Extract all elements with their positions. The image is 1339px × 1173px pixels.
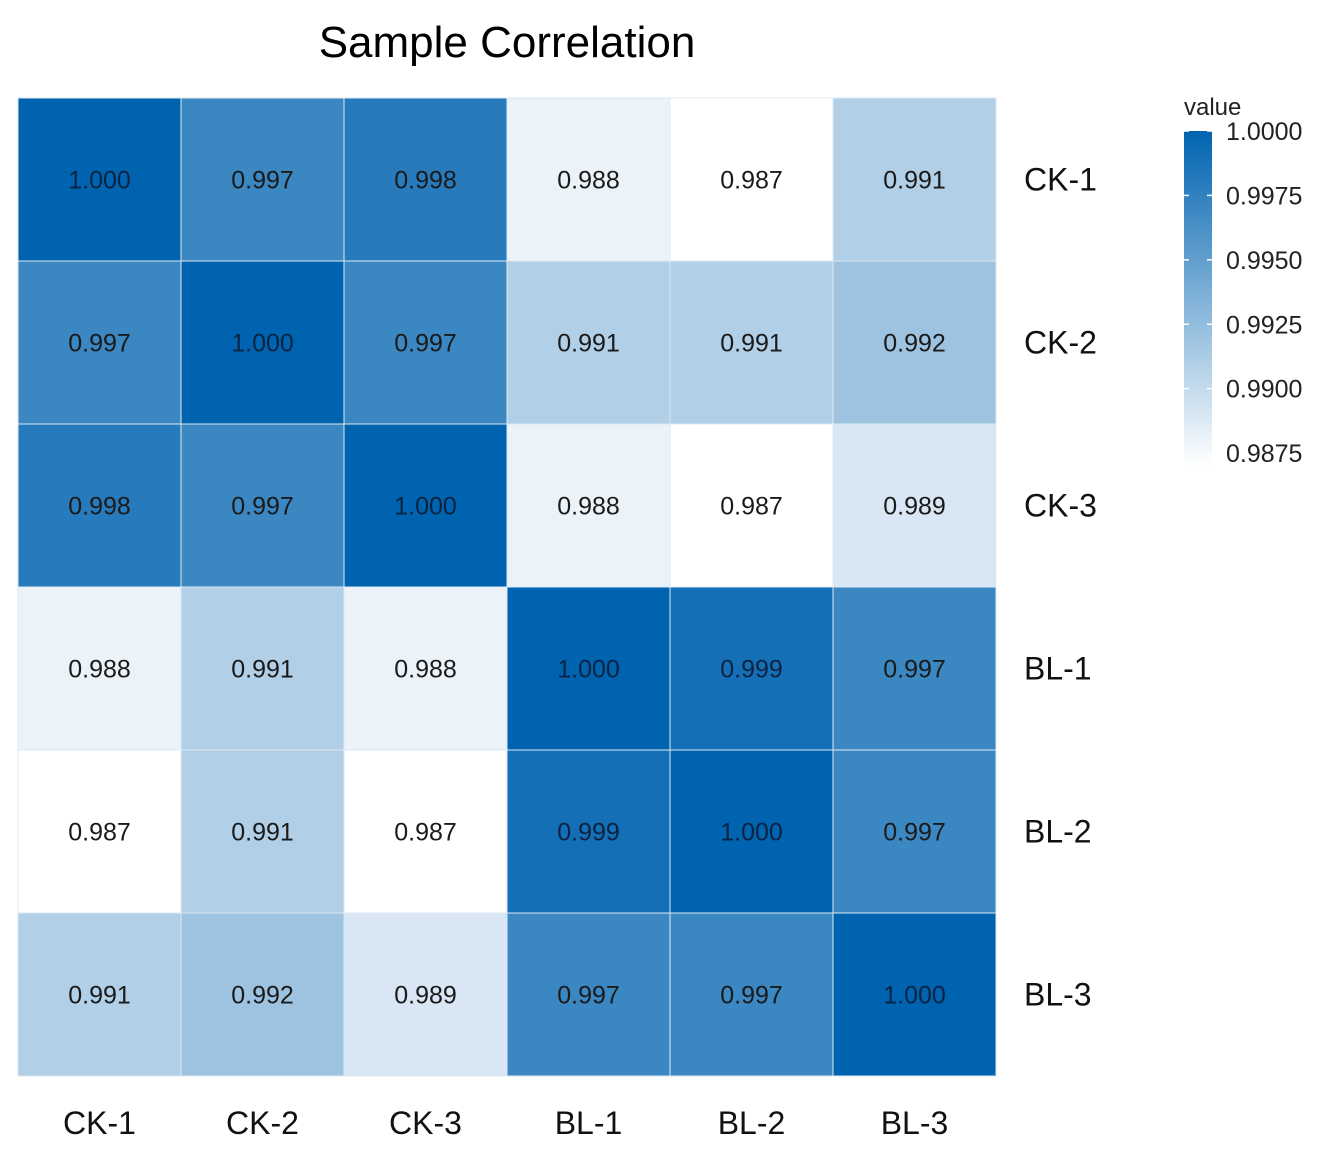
heatmap-cell (506, 423, 671, 588)
heatmap-cell (343, 586, 508, 751)
heatmap-cell (180, 423, 345, 588)
heatmap-cell (180, 260, 345, 425)
cell-value-label: 0.987 (720, 167, 783, 195)
cell-value-label: 0.998 (68, 493, 131, 521)
cell-value-label: 0.997 (720, 982, 783, 1010)
cell-value-label: 1.000 (720, 819, 783, 847)
cell-value-label: 1.000 (394, 493, 457, 521)
x-axis-tick-label: CK-2 (226, 1105, 299, 1141)
legend-tick-label: 0.9975 (1226, 182, 1302, 210)
cell-value-label: 1.000 (231, 330, 294, 358)
cell-value-label: 0.988 (557, 493, 620, 521)
cell-value-label: 0.999 (720, 656, 783, 684)
cell-value-label: 0.998 (394, 167, 457, 195)
heatmap-cell (506, 912, 671, 1077)
cell-value-label: 0.988 (394, 656, 457, 684)
heatmap-cell (343, 749, 508, 914)
cell-value-label: 0.999 (557, 819, 620, 847)
heatmap-cell (832, 586, 997, 751)
color-legend: value 1.0000 0.9975 0.9950 0.9925 0.9900 0.98… (1184, 94, 1302, 468)
heatmap-cell (832, 97, 997, 262)
cell-value-label: 0.997 (231, 493, 294, 521)
legend-tick-label: 0.9875 (1226, 440, 1302, 468)
heatmap-cell (832, 423, 997, 588)
heatmap-cell (17, 97, 182, 262)
heatmap-cell (506, 97, 671, 262)
heatmap-cell (506, 749, 671, 914)
cell-value-label: 0.989 (394, 982, 457, 1010)
heatmap-cell (17, 260, 182, 425)
cell-value-label: 0.991 (883, 167, 946, 195)
cell-value-label: 0.997 (231, 167, 294, 195)
legend-ticks: 1.0000 0.9975 0.9950 0.9925 0.9900 0.9875 (1184, 118, 1302, 468)
cell-value-label: 0.991 (231, 819, 294, 847)
heatmap-cell (343, 97, 508, 262)
heatmap-cell (17, 749, 182, 914)
heatmap-cell (180, 586, 345, 751)
y-axis-tick-label: CK-2 (1024, 325, 1097, 361)
heatmap-cell (669, 912, 834, 1077)
x-axis-tick-label: BL-3 (881, 1105, 949, 1141)
cell-value-label: 0.987 (720, 493, 783, 521)
y-axis-tick-label: CK-1 (1024, 162, 1097, 198)
cell-value-label: 0.997 (883, 656, 946, 684)
cell-value-label: 0.991 (557, 330, 620, 358)
heatmap-cell (180, 97, 345, 262)
x-axis-tick-label: CK-1 (63, 1105, 136, 1141)
chart-title: Sample Correlation (319, 18, 696, 67)
cell-value-label: 1.000 (883, 982, 946, 1010)
cell-value-label: 0.997 (883, 819, 946, 847)
heatmap-cell (506, 260, 671, 425)
heatmap-cell (17, 586, 182, 751)
x-axis-tick-label: BL-1 (555, 1105, 623, 1141)
y-axis-tick-label: BL-1 (1024, 651, 1092, 687)
cell-value-label: 1.000 (557, 656, 620, 684)
heatmap-cell (669, 97, 834, 262)
heatmap-cell (17, 423, 182, 588)
x-axis-tick-label: BL-2 (718, 1105, 786, 1141)
y-axis-tick-label: BL-3 (1024, 977, 1092, 1013)
legend-color-bar (1184, 131, 1212, 466)
heatmap-cell (832, 260, 997, 425)
heatmap-cell (17, 912, 182, 1077)
cell-value-label: 0.991 (231, 656, 294, 684)
cell-value-labels: 1.000 0.997 0.998 0.988 0.987 0.991 0.997 1.000… (68, 167, 946, 1010)
x-axis-labels: CK-1 CK-2 CK-3 BL-1 BL-2 BL-3 (63, 1105, 948, 1141)
cell-value-label: 1.000 (68, 167, 131, 195)
cell-value-label: 0.989 (883, 493, 946, 521)
y-axis-tick-label: BL-2 (1024, 814, 1092, 850)
legend-tick-label: 0.9950 (1226, 247, 1302, 275)
y-axis-labels: CK-1 CK-2 CK-3 BL-1 BL-2 BL-3 (1024, 162, 1097, 1013)
legend-tick-label: 0.9900 (1226, 376, 1302, 404)
y-axis-tick-label: CK-3 (1024, 488, 1097, 524)
legend-tick-label: 1.0000 (1226, 118, 1302, 146)
cell-value-label: 0.987 (394, 819, 457, 847)
heatmap-cell (180, 749, 345, 914)
legend-title: value (1184, 94, 1241, 121)
cell-value-label: 0.987 (68, 819, 131, 847)
heatmap-cell (669, 423, 834, 588)
cell-value-label: 0.991 (68, 982, 131, 1010)
heatmap-cell (506, 586, 671, 751)
cell-value-label: 0.992 (883, 330, 946, 358)
heatmap-cells (17, 97, 997, 1077)
cell-value-label: 0.997 (557, 982, 620, 1010)
cell-value-label: 0.991 (720, 330, 783, 358)
x-axis-tick-label: CK-3 (389, 1105, 462, 1141)
cell-value-label: 0.988 (557, 167, 620, 195)
cell-value-label: 0.992 (231, 982, 294, 1010)
cell-value-label: 0.997 (394, 330, 457, 358)
cell-value-label: 0.997 (68, 330, 131, 358)
heatmap-cell (832, 749, 997, 914)
cell-value-label: 0.988 (68, 656, 131, 684)
heatmap-cell (832, 912, 997, 1077)
heatmap-cell (343, 423, 508, 588)
heatmap-cell (669, 749, 834, 914)
heatmap-cell (669, 586, 834, 751)
legend-tick-label: 0.9925 (1226, 311, 1302, 339)
